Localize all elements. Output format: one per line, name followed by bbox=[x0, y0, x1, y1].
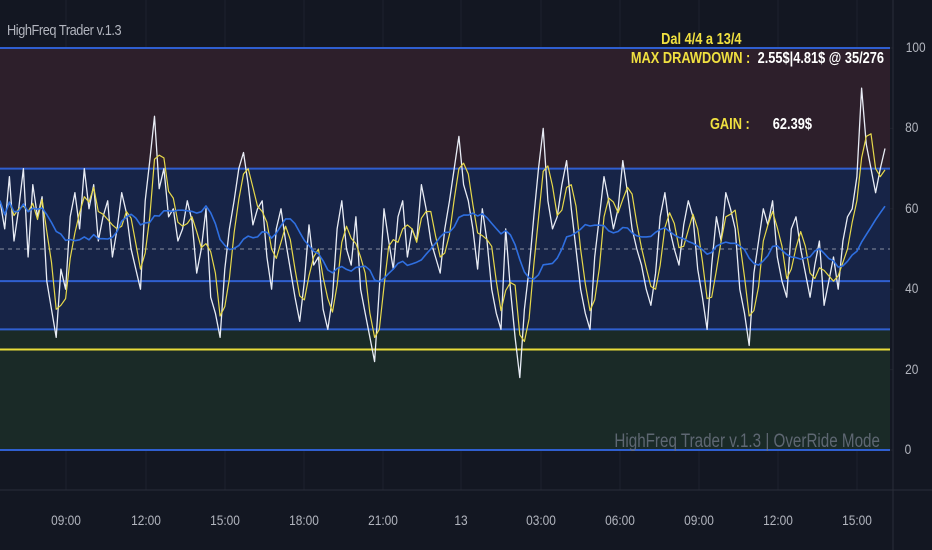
max-drawdown-value: 2.55$|4.81$ @ 35/276 bbox=[757, 50, 884, 67]
x-tick-label: 21:00 bbox=[368, 512, 398, 528]
period-label: Dal 4/4 a 13/4 bbox=[661, 31, 742, 48]
y-tick-label: 0 bbox=[904, 441, 912, 457]
x-tick-label: 06:00 bbox=[605, 512, 635, 528]
series-fast-line bbox=[0, 133, 886, 343]
x-tick-label: 03:00 bbox=[526, 512, 556, 528]
indicator-title[interactable]: HighFreq Trader v.1.3 bbox=[7, 22, 122, 39]
zone-middle bbox=[0, 168, 890, 330]
x-tick-label: 09:00 bbox=[51, 512, 81, 528]
zones bbox=[0, 48, 890, 450]
x-tick-label: 15:00 bbox=[842, 512, 872, 528]
gain-value: 62.39$ bbox=[772, 116, 812, 133]
series-lines bbox=[0, 87, 886, 379]
series-slow-line bbox=[0, 200, 886, 283]
y-tick-label: 40 bbox=[905, 280, 919, 297]
x-tick-label: 12:00 bbox=[763, 512, 793, 528]
series-raw-line bbox=[0, 87, 886, 379]
y-tick-label: 60 bbox=[905, 199, 919, 216]
watermark: HighFreq Trader v.1.3 | OverRide Mode bbox=[614, 431, 880, 452]
x-tick-label: 15:00 bbox=[210, 512, 240, 528]
y-tick-label: 100 bbox=[905, 39, 926, 55]
y-tick-label: 20 bbox=[905, 360, 919, 377]
x-tick-label: 09:00 bbox=[684, 512, 714, 528]
x-tick-label: 18:00 bbox=[289, 512, 319, 528]
zone-upper bbox=[0, 48, 890, 169]
x-tick-label: 13 bbox=[454, 512, 468, 528]
y-tick-label: 80 bbox=[905, 119, 919, 136]
x-tick-label: 12:00 bbox=[131, 512, 161, 528]
gain-label: GAIN : bbox=[710, 116, 750, 133]
max-drawdown-label: MAX DRAWDOWN : bbox=[630, 50, 750, 67]
